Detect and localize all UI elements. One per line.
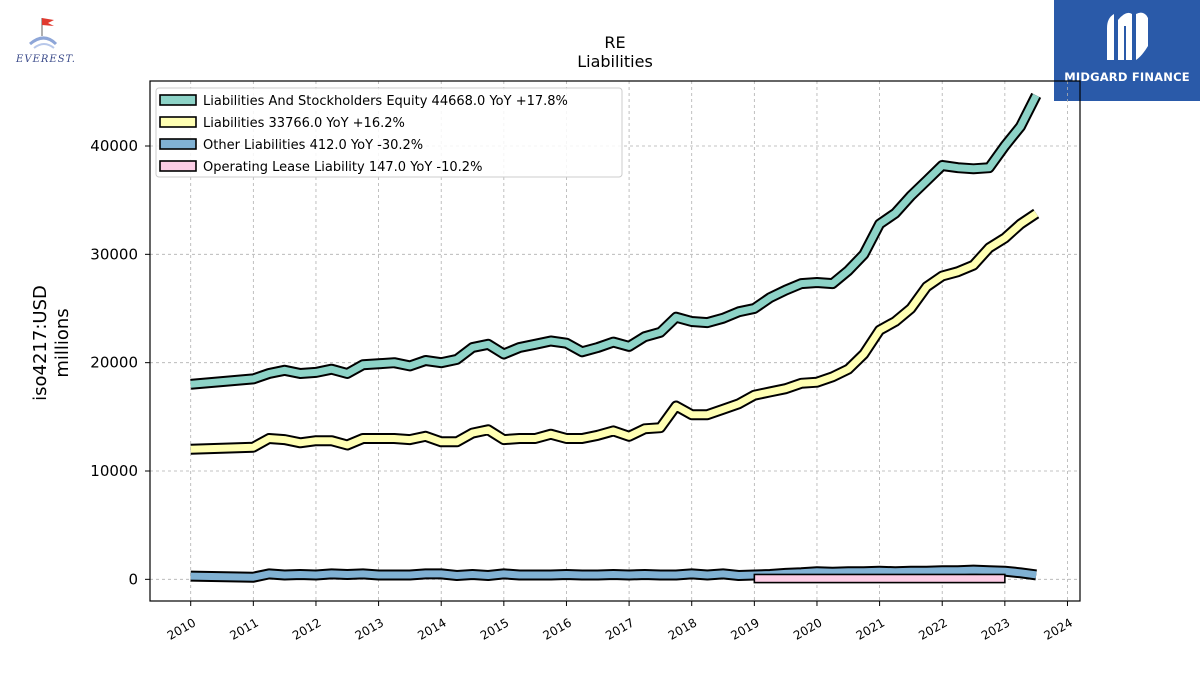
series-outline <box>190 208 1040 455</box>
y-tick-label: 10000 <box>90 462 138 480</box>
legend-swatch <box>159 94 197 106</box>
x-tick-label: 2018 <box>666 615 699 642</box>
midgard-logo-text: MIDGARD FINANCE <box>1064 70 1190 84</box>
x-tick-label: 2012 <box>290 615 323 642</box>
x-tick-label: 2021 <box>854 615 887 642</box>
y-tick-label: 0 <box>128 570 138 588</box>
legend-box <box>155 87 623 178</box>
flag-icon <box>29 18 58 49</box>
legend-swatch <box>159 116 197 128</box>
x-tick-label: 2016 <box>541 615 574 642</box>
x-tick-label: 2010 <box>165 615 198 642</box>
series-layer <box>190 92 1042 584</box>
series-line <box>190 210 1039 453</box>
y-tick-label: 40000 <box>90 137 138 155</box>
operating-lease-band <box>753 573 1006 584</box>
everest-logo-text: EVEREST. <box>16 54 76 65</box>
series-line <box>190 93 1040 388</box>
x-tick-label: 2019 <box>728 615 761 642</box>
y-tick-label: 30000 <box>90 245 138 263</box>
y-axis-label: iso4217:USD millions <box>30 285 73 401</box>
series-3 <box>753 573 1006 584</box>
chart-title: RE <box>604 33 625 52</box>
everest-logo: EVEREST. <box>4 14 88 70</box>
legend-label: Other Liabilities 412.0 YoY -30.2% <box>203 138 423 153</box>
legend-label: Liabilities And Stockholders Equity 4466… <box>203 94 568 109</box>
x-tick-label: 2022 <box>916 615 949 642</box>
x-tick-label: 2017 <box>603 615 636 642</box>
y-label-line-1: iso4217:USD <box>30 285 51 401</box>
legend-swatch <box>159 138 197 150</box>
x-tick-label: 2020 <box>791 615 824 642</box>
x-tick-label: 2024 <box>1042 615 1075 642</box>
chart-subtitle: Liabilities <box>577 52 653 71</box>
x-tick-label: 2013 <box>353 615 386 642</box>
legend-swatch <box>159 160 197 172</box>
series-line <box>190 566 1037 581</box>
y-label-line-2: millions <box>52 308 73 377</box>
x-tick-label: 2015 <box>478 615 511 642</box>
midgard-m-icon <box>1107 12 1148 60</box>
series-1 <box>190 208 1040 455</box>
legend-label: Liabilities 33766.0 YoY +16.2% <box>203 116 405 131</box>
midgard-logo: MIDGARD FINANCE <box>1054 0 1200 101</box>
x-tick-label: 2011 <box>227 615 260 642</box>
x-tick-label: 2023 <box>979 615 1012 642</box>
y-tick-label: 20000 <box>90 354 138 372</box>
plot-frame <box>149 80 1081 602</box>
series-2 <box>190 564 1037 583</box>
legend: Liabilities And Stockholders Equity 4466… <box>155 87 623 178</box>
legend-label: Operating Lease Liability 147.0 YoY -10.… <box>203 160 482 175</box>
series-0 <box>190 92 1042 390</box>
x-tick-label: 2014 <box>415 615 448 642</box>
